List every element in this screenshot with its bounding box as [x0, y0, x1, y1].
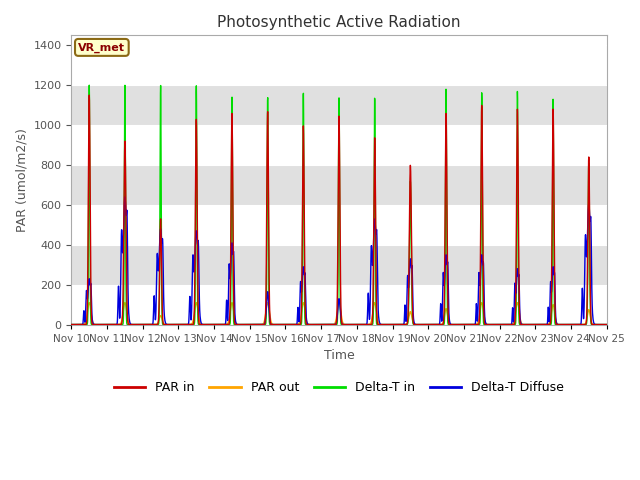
X-axis label: Time: Time	[324, 349, 355, 362]
Bar	[72, 125, 607, 165]
Y-axis label: PAR (umol/m2/s): PAR (umol/m2/s)	[15, 128, 28, 232]
Bar	[72, 285, 607, 324]
Legend: PAR in, PAR out, Delta-T in, Delta-T Diffuse: PAR in, PAR out, Delta-T in, Delta-T Dif…	[109, 376, 570, 399]
Text: VR_met: VR_met	[78, 42, 125, 52]
Bar	[72, 165, 607, 205]
Bar	[72, 245, 607, 285]
Bar	[72, 45, 607, 85]
Bar	[72, 85, 607, 125]
Title: Photosynthetic Active Radiation: Photosynthetic Active Radiation	[217, 15, 461, 30]
Bar	[72, 205, 607, 245]
